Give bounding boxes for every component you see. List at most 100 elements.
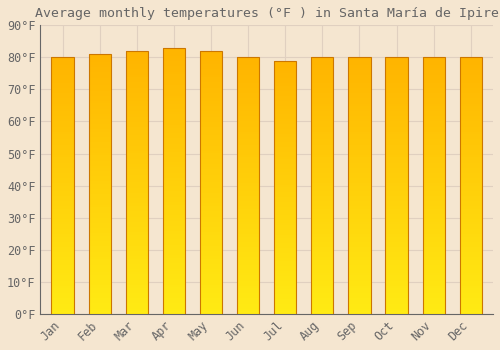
Bar	[460, 242, 482, 245]
Bar	[311, 73, 334, 75]
Bar	[422, 245, 445, 247]
Bar	[163, 138, 185, 141]
Bar	[386, 311, 407, 314]
Bar	[422, 80, 445, 83]
Bar	[274, 106, 296, 109]
Bar	[126, 151, 148, 154]
Bar	[163, 112, 185, 114]
Bar	[88, 64, 111, 67]
Bar	[311, 158, 334, 160]
Bar	[386, 98, 407, 101]
Bar	[386, 57, 407, 314]
Bar	[52, 134, 74, 137]
Bar	[163, 247, 185, 250]
Bar	[386, 116, 407, 119]
Bar	[460, 96, 482, 98]
Bar	[386, 283, 407, 286]
Bar	[311, 252, 334, 255]
Bar	[200, 295, 222, 298]
Bar	[422, 168, 445, 170]
Bar	[163, 80, 185, 82]
Bar	[126, 106, 148, 109]
Bar	[200, 282, 222, 285]
Bar	[126, 130, 148, 132]
Bar	[163, 202, 185, 205]
Bar	[52, 275, 74, 278]
Bar	[52, 293, 74, 296]
Bar	[274, 104, 296, 106]
Bar	[237, 237, 260, 239]
Bar	[460, 262, 482, 265]
Bar	[422, 121, 445, 124]
Bar	[386, 111, 407, 114]
Bar	[200, 303, 222, 306]
Bar	[348, 286, 370, 288]
Bar	[348, 111, 370, 114]
Bar	[163, 66, 185, 69]
Bar	[348, 108, 370, 111]
Bar	[237, 224, 260, 227]
Bar	[274, 291, 296, 294]
Bar	[274, 73, 296, 76]
Bar	[422, 139, 445, 142]
Bar	[237, 106, 260, 108]
Bar	[237, 211, 260, 214]
Bar	[274, 180, 296, 182]
Bar	[237, 229, 260, 232]
Bar	[163, 183, 185, 186]
Bar	[126, 148, 148, 151]
Bar	[422, 162, 445, 165]
Bar	[88, 179, 111, 181]
Bar	[348, 299, 370, 301]
Bar	[274, 114, 296, 116]
Bar	[200, 272, 222, 274]
Bar	[386, 62, 407, 65]
Bar	[200, 193, 222, 196]
Bar	[52, 268, 74, 270]
Bar	[200, 219, 222, 222]
Bar	[348, 311, 370, 314]
Bar	[88, 262, 111, 265]
Bar	[274, 172, 296, 175]
Bar	[422, 211, 445, 214]
Bar	[274, 154, 296, 157]
Bar	[460, 168, 482, 170]
Bar	[422, 252, 445, 255]
Bar	[52, 57, 74, 60]
Bar	[126, 135, 148, 138]
Bar	[274, 164, 296, 167]
Bar	[237, 227, 260, 229]
Bar	[422, 93, 445, 96]
Bar	[386, 142, 407, 145]
Bar	[163, 96, 185, 98]
Bar	[126, 217, 148, 219]
Bar	[200, 309, 222, 311]
Bar	[200, 217, 222, 219]
Bar	[386, 224, 407, 227]
Bar	[200, 98, 222, 101]
Bar	[52, 188, 74, 191]
Bar	[386, 260, 407, 262]
Bar	[348, 75, 370, 78]
Bar	[52, 257, 74, 260]
Bar	[237, 257, 260, 260]
Bar	[126, 248, 148, 251]
Bar	[274, 225, 296, 228]
Bar	[274, 220, 296, 223]
Bar	[163, 144, 185, 146]
Bar	[52, 288, 74, 291]
Bar	[460, 257, 482, 260]
Bar	[200, 232, 222, 235]
Bar	[52, 98, 74, 101]
Bar	[88, 83, 111, 85]
Bar	[311, 275, 334, 278]
Bar	[163, 287, 185, 290]
Bar	[422, 75, 445, 78]
Bar	[88, 150, 111, 153]
Bar	[88, 259, 111, 262]
Bar	[88, 215, 111, 218]
Bar	[237, 142, 260, 145]
Bar	[200, 209, 222, 211]
Bar	[460, 232, 482, 235]
Bar	[460, 78, 482, 80]
